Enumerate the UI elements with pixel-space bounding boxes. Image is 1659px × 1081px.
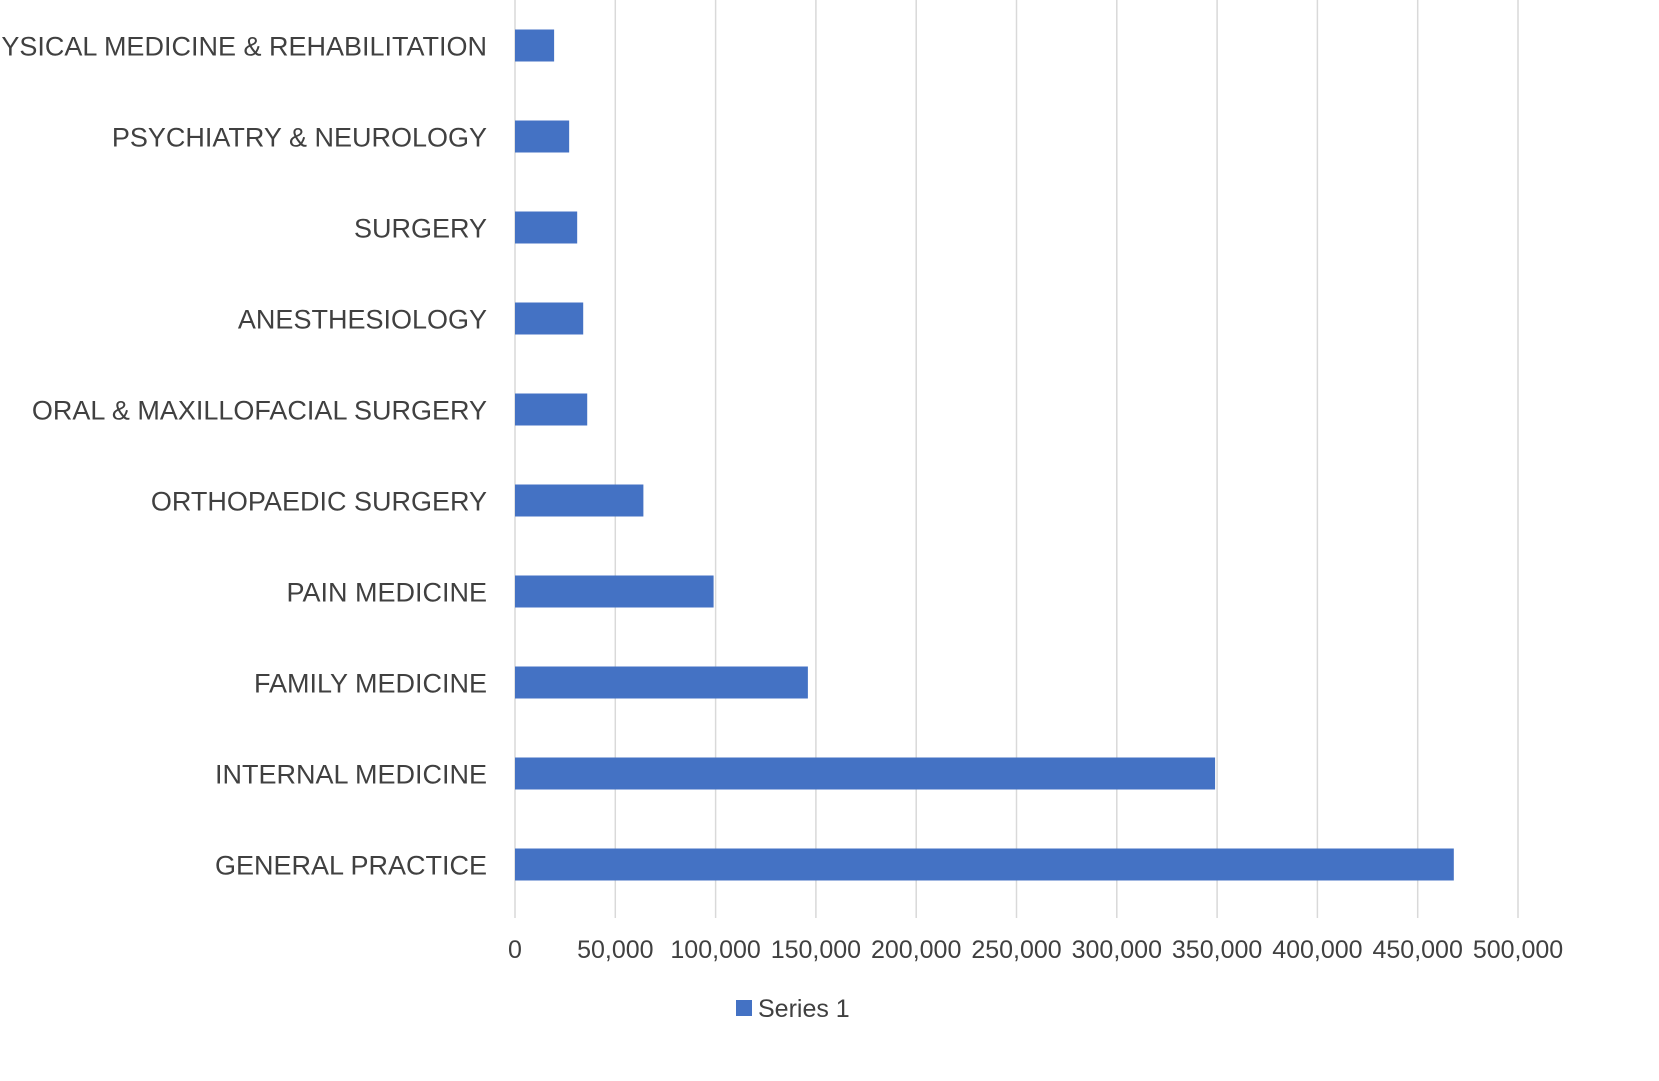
- category-label: ORTHOPAEDIC SURGERY: [151, 487, 487, 517]
- x-tick-label: 500,000: [1473, 936, 1563, 964]
- bar: [515, 393, 588, 426]
- bar: [515, 120, 570, 153]
- legend: Series 1: [736, 995, 850, 1023]
- category-label: ANESTHESIOLOGY: [238, 305, 487, 335]
- bars: [515, 29, 1454, 881]
- x-tick-label: 300,000: [1072, 936, 1162, 964]
- category-label: FAMILY MEDICINE: [254, 669, 487, 699]
- x-tick-label: 0: [508, 936, 522, 964]
- x-axis-tick-labels: 0 50,000 100,000 150,000 200,000 250,000 300,0…: [508, 936, 1563, 964]
- category-label: PHYSICAL MEDICINE & REHABILITATION: [0, 32, 487, 62]
- x-tick-label: 350,000: [1172, 936, 1262, 964]
- x-tick-label: 100,000: [670, 936, 760, 964]
- x-tick-label: 450,000: [1373, 936, 1463, 964]
- grid-lines: [514, 0, 1519, 918]
- category-label: GENERAL PRACTICE: [215, 851, 487, 881]
- bar: [515, 575, 714, 608]
- x-tick-label: 400,000: [1272, 936, 1362, 964]
- bar: [515, 666, 808, 699]
- x-tick-label: 150,000: [771, 936, 861, 964]
- category-labels: GENERAL PRACTICE INTERNAL MEDICINE FAMILY …: [0, 32, 487, 881]
- bar: [515, 848, 1454, 881]
- category-label: PAIN MEDICINE: [286, 578, 487, 608]
- x-tick-label: 250,000: [971, 936, 1061, 964]
- x-tick-label: 50,000: [577, 936, 653, 964]
- category-label: INTERNAL MEDICINE: [215, 760, 487, 790]
- bar: [515, 757, 1216, 790]
- category-label: ORAL & MAXILLOFACIAL SURGERY: [32, 396, 487, 426]
- bar: [515, 484, 644, 517]
- bar: [515, 29, 555, 62]
- bar: [515, 302, 584, 335]
- bar: [515, 211, 578, 244]
- category-label: PSYCHIATRY & NEUROLOGY: [112, 123, 487, 153]
- legend-swatch: [736, 1000, 752, 1016]
- category-label: SURGERY: [354, 214, 487, 244]
- x-tick-label: 200,000: [871, 936, 961, 964]
- legend-label: Series 1: [758, 995, 850, 1023]
